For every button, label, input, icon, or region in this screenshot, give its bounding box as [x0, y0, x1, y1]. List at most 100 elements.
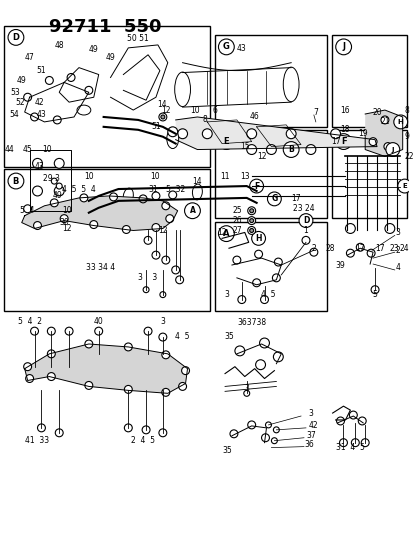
Circle shape	[366, 249, 374, 257]
Circle shape	[26, 375, 33, 383]
Text: 17: 17	[374, 244, 384, 253]
Circle shape	[349, 411, 356, 419]
Circle shape	[202, 129, 212, 139]
Circle shape	[143, 287, 149, 293]
Polygon shape	[175, 117, 376, 150]
Text: E: E	[223, 137, 229, 146]
Circle shape	[161, 115, 164, 119]
Circle shape	[60, 215, 68, 223]
Circle shape	[397, 179, 411, 193]
Text: 5  4: 5 4	[20, 206, 35, 215]
Circle shape	[267, 192, 280, 206]
Text: 45: 45	[23, 145, 33, 154]
Text: 30: 30	[59, 218, 69, 227]
Circle shape	[31, 113, 38, 121]
Circle shape	[384, 223, 394, 233]
Circle shape	[50, 199, 58, 207]
Text: 18: 18	[340, 125, 349, 134]
Text: 35: 35	[222, 446, 231, 455]
Text: 3: 3	[160, 317, 165, 326]
Polygon shape	[21, 196, 177, 230]
Text: 37: 37	[305, 431, 315, 440]
Text: J: J	[391, 147, 393, 152]
Text: 31: 31	[148, 184, 157, 193]
Circle shape	[175, 276, 183, 284]
Text: 92711  550: 92711 550	[49, 18, 161, 36]
Text: 53: 53	[10, 88, 20, 97]
Circle shape	[330, 129, 339, 139]
Text: 23 24: 23 24	[292, 204, 314, 213]
Circle shape	[67, 74, 75, 82]
Circle shape	[159, 429, 166, 437]
Text: J: J	[341, 43, 344, 51]
Text: 51: 51	[151, 123, 160, 131]
Circle shape	[243, 390, 249, 397]
Text: 19: 19	[358, 129, 367, 138]
Text: H: H	[255, 234, 261, 243]
Circle shape	[259, 338, 269, 348]
Circle shape	[85, 382, 93, 390]
Circle shape	[24, 205, 31, 213]
Text: 50 51: 50 51	[127, 34, 149, 43]
Text: 14: 14	[192, 176, 202, 185]
Text: 46: 46	[249, 112, 259, 122]
Circle shape	[247, 216, 255, 224]
Circle shape	[364, 129, 374, 139]
Circle shape	[237, 296, 245, 303]
Circle shape	[161, 389, 169, 397]
Polygon shape	[364, 110, 402, 157]
Text: H: H	[397, 119, 403, 125]
Bar	[4, 169, 210, 311]
Circle shape	[152, 192, 159, 200]
Circle shape	[346, 249, 354, 257]
Circle shape	[144, 237, 152, 244]
Bar	[331, 35, 406, 126]
Text: 48: 48	[54, 42, 64, 51]
Text: F: F	[340, 137, 346, 146]
Text: 4: 4	[394, 263, 399, 272]
Text: 43: 43	[236, 44, 246, 53]
Circle shape	[47, 373, 55, 381]
Text: B: B	[287, 145, 293, 154]
Text: 22: 22	[404, 152, 413, 161]
Circle shape	[247, 227, 255, 235]
Circle shape	[144, 327, 152, 335]
Circle shape	[33, 222, 41, 230]
Text: 24: 24	[399, 244, 408, 253]
Text: 42: 42	[35, 98, 44, 107]
Circle shape	[55, 429, 63, 437]
Bar	[4, 26, 210, 166]
Bar	[331, 130, 406, 218]
Circle shape	[54, 158, 64, 168]
Circle shape	[8, 29, 24, 45]
Ellipse shape	[77, 105, 90, 115]
Circle shape	[247, 421, 255, 429]
Text: 42: 42	[309, 422, 318, 431]
Circle shape	[80, 194, 88, 202]
Circle shape	[361, 439, 368, 447]
Text: 12: 12	[161, 106, 170, 115]
Circle shape	[335, 134, 351, 149]
Text: 52: 52	[15, 98, 24, 107]
Text: 4  5: 4 5	[175, 332, 190, 341]
Circle shape	[51, 178, 57, 184]
Ellipse shape	[282, 67, 298, 102]
Circle shape	[124, 385, 132, 393]
Circle shape	[56, 183, 62, 189]
Circle shape	[31, 327, 38, 335]
Circle shape	[356, 243, 363, 251]
Text: 47: 47	[25, 53, 34, 62]
Text: 5  32: 5 32	[166, 184, 185, 193]
Circle shape	[152, 251, 159, 259]
Text: 26: 26	[232, 216, 241, 225]
Circle shape	[90, 221, 97, 229]
Text: 27: 27	[232, 226, 241, 235]
Text: 14: 14	[157, 100, 166, 109]
Text: D: D	[302, 216, 309, 225]
Circle shape	[95, 327, 102, 335]
Circle shape	[8, 173, 24, 189]
Circle shape	[255, 360, 265, 370]
Circle shape	[38, 424, 45, 432]
Text: 6: 6	[212, 106, 217, 115]
Circle shape	[142, 426, 150, 434]
